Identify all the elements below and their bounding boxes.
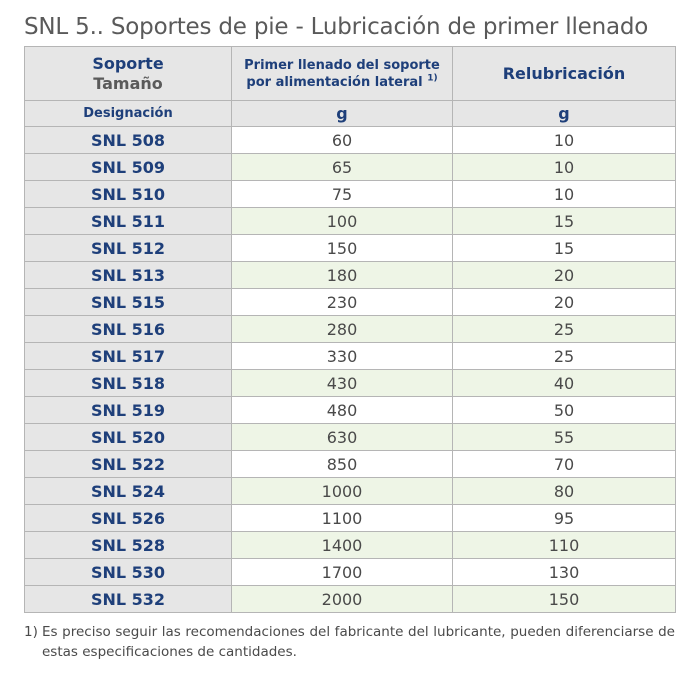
designation-cell: SNL 532 bbox=[24, 585, 232, 613]
table-row: SNL 519 480 50 bbox=[24, 396, 676, 424]
first-fill-cell: 75 bbox=[231, 180, 453, 208]
table-row: SNL 515 230 20 bbox=[24, 288, 676, 316]
table-row: SNL 530 1700 130 bbox=[24, 558, 676, 586]
subheader-designation: Designación bbox=[24, 100, 232, 127]
designation-cell: SNL 524 bbox=[24, 477, 232, 505]
first-fill-cell: 2000 bbox=[231, 585, 453, 613]
designation-cell: SNL 530 bbox=[24, 558, 232, 586]
relubrication-cell: 25 bbox=[452, 342, 676, 370]
relubrication-cell: 130 bbox=[452, 558, 676, 586]
designation-cell: SNL 522 bbox=[24, 450, 232, 478]
first-fill-cell: 630 bbox=[231, 423, 453, 451]
table-row: SNL 520 630 55 bbox=[24, 423, 676, 451]
table-row: SNL 528 1400 110 bbox=[24, 531, 676, 559]
table-row: SNL 511 100 15 bbox=[24, 207, 676, 235]
designation-cell: SNL 513 bbox=[24, 261, 232, 289]
relubrication-cell: 55 bbox=[452, 423, 676, 451]
first-fill-cell: 1000 bbox=[231, 477, 453, 505]
relubrication-cell: 80 bbox=[452, 477, 676, 505]
designation-cell: SNL 520 bbox=[24, 423, 232, 451]
relubrication-cell: 20 bbox=[452, 288, 676, 316]
first-fill-cell: 480 bbox=[231, 396, 453, 424]
first-fill-cell: 1700 bbox=[231, 558, 453, 586]
subheader-unit-first-fill: g bbox=[231, 100, 453, 127]
first-fill-cell: 1100 bbox=[231, 504, 453, 532]
designation-cell: SNL 509 bbox=[24, 153, 232, 181]
footnote: 1) Es preciso seguir las recomendaciones… bbox=[24, 622, 675, 662]
header-first-fill-line2: por alimentación lateral bbox=[246, 74, 423, 90]
table-row: SNL 513 180 20 bbox=[24, 261, 676, 289]
designation-cell: SNL 510 bbox=[24, 180, 232, 208]
first-fill-cell: 430 bbox=[231, 369, 453, 397]
designation-cell: SNL 516 bbox=[24, 315, 232, 343]
relubrication-cell: 95 bbox=[452, 504, 676, 532]
header-first-fill-line1: Primer llenado del soporte bbox=[244, 57, 440, 73]
first-fill-cell: 60 bbox=[231, 126, 453, 154]
relubrication-cell: 20 bbox=[452, 261, 676, 289]
designation-cell: SNL 517 bbox=[24, 342, 232, 370]
designation-cell: SNL 511 bbox=[24, 207, 232, 235]
first-fill-cell: 100 bbox=[231, 207, 453, 235]
designation-cell: SNL 512 bbox=[24, 234, 232, 262]
table-row: SNL 508 60 10 bbox=[24, 126, 676, 154]
table-row: SNL 526 1100 95 bbox=[24, 504, 676, 532]
designation-cell: SNL 528 bbox=[24, 531, 232, 559]
header-footnote-ref: 1) bbox=[427, 73, 438, 84]
header-first-fill: Primer llenado del soporte por alimentac… bbox=[231, 46, 453, 101]
designation-cell: SNL 508 bbox=[24, 126, 232, 154]
lubrication-table: Soporte Tamaño Primer llenado del soport… bbox=[24, 46, 676, 613]
header-tamano-label: Tamaño bbox=[93, 73, 163, 93]
designation-cell: SNL 526 bbox=[24, 504, 232, 532]
table-row: SNL 517 330 25 bbox=[24, 342, 676, 370]
first-fill-cell: 65 bbox=[231, 153, 453, 181]
first-fill-cell: 150 bbox=[231, 234, 453, 262]
designation-cell: SNL 519 bbox=[24, 396, 232, 424]
relubrication-cell: 10 bbox=[452, 153, 676, 181]
table-row: SNL 510 75 10 bbox=[24, 180, 676, 208]
first-fill-cell: 180 bbox=[231, 261, 453, 289]
designation-cell: SNL 518 bbox=[24, 369, 232, 397]
first-fill-cell: 850 bbox=[231, 450, 453, 478]
subheader-unit-relub: g bbox=[452, 100, 676, 127]
table-subheader-row: Designación g g bbox=[24, 100, 676, 127]
footnote-mark: 1) bbox=[24, 624, 38, 640]
page-title: SNL 5.. Soportes de pie - Lubricación de… bbox=[24, 14, 649, 40]
first-fill-cell: 280 bbox=[231, 315, 453, 343]
relubrication-cell: 70 bbox=[452, 450, 676, 478]
table-row: SNL 509 65 10 bbox=[24, 153, 676, 181]
relubrication-cell: 110 bbox=[452, 531, 676, 559]
table-row: SNL 522 850 70 bbox=[24, 450, 676, 478]
relubrication-cell: 15 bbox=[452, 234, 676, 262]
header-soporte: Soporte Tamaño bbox=[24, 46, 232, 101]
relubrication-cell: 15 bbox=[452, 207, 676, 235]
footnote-text: Es preciso seguir las recomendaciones de… bbox=[42, 624, 675, 660]
relubrication-cell: 40 bbox=[452, 369, 676, 397]
table-header-row: Soporte Tamaño Primer llenado del soport… bbox=[24, 46, 676, 101]
table-row: SNL 518 430 40 bbox=[24, 369, 676, 397]
first-fill-cell: 230 bbox=[231, 288, 453, 316]
first-fill-cell: 330 bbox=[231, 342, 453, 370]
relubrication-cell: 50 bbox=[452, 396, 676, 424]
relubrication-cell: 150 bbox=[452, 585, 676, 613]
relubrication-cell: 10 bbox=[452, 126, 676, 154]
header-soporte-label: Soporte bbox=[92, 53, 164, 73]
table-row: SNL 512 150 15 bbox=[24, 234, 676, 262]
relubrication-cell: 10 bbox=[452, 180, 676, 208]
designation-cell: SNL 515 bbox=[24, 288, 232, 316]
table-row: SNL 516 280 25 bbox=[24, 315, 676, 343]
table-row: SNL 524 1000 80 bbox=[24, 477, 676, 505]
relubrication-cell: 25 bbox=[452, 315, 676, 343]
table-row: SNL 532 2000 150 bbox=[24, 585, 676, 613]
first-fill-cell: 1400 bbox=[231, 531, 453, 559]
header-relubrication: Relubricación bbox=[452, 46, 676, 101]
